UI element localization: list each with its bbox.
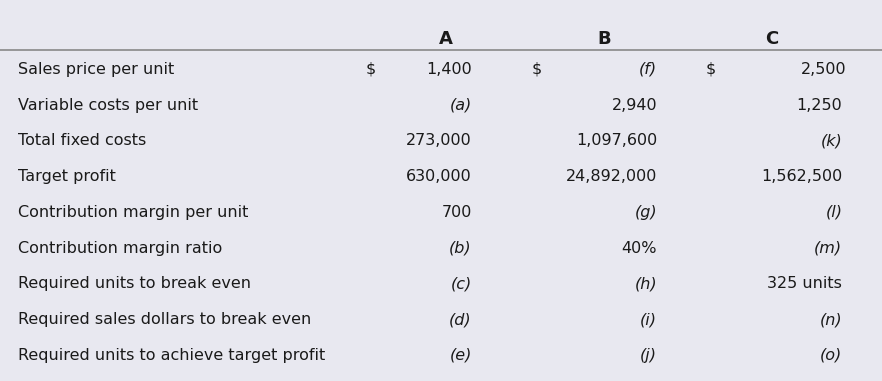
Text: (g): (g) xyxy=(634,205,657,220)
Text: 1,400: 1,400 xyxy=(426,62,472,77)
Text: 2,500: 2,500 xyxy=(801,62,847,77)
Text: 24,892,000: 24,892,000 xyxy=(565,169,657,184)
Text: Contribution margin ratio: Contribution margin ratio xyxy=(18,241,222,256)
Text: 700: 700 xyxy=(442,205,472,220)
Text: 273,000: 273,000 xyxy=(406,133,472,148)
Text: (o): (o) xyxy=(820,348,842,363)
Text: (e): (e) xyxy=(450,348,472,363)
Text: Required sales dollars to break even: Required sales dollars to break even xyxy=(18,312,310,327)
Text: (k): (k) xyxy=(820,133,842,148)
Text: $: $ xyxy=(366,62,377,77)
Text: (d): (d) xyxy=(449,312,472,327)
Text: (l): (l) xyxy=(826,205,842,220)
Text: 630,000: 630,000 xyxy=(406,169,472,184)
Text: Variable costs per unit: Variable costs per unit xyxy=(18,98,198,113)
Text: $: $ xyxy=(532,62,542,77)
Text: (j): (j) xyxy=(640,348,657,363)
Text: (h): (h) xyxy=(634,277,657,291)
Text: 40%: 40% xyxy=(622,241,657,256)
Text: (a): (a) xyxy=(450,98,472,113)
Text: (f): (f) xyxy=(639,62,657,77)
Text: Sales price per unit: Sales price per unit xyxy=(18,62,174,77)
Text: (i): (i) xyxy=(640,312,657,327)
Text: 325 units: 325 units xyxy=(767,277,842,291)
Text: (m): (m) xyxy=(814,241,842,256)
Text: 1,562,500: 1,562,500 xyxy=(761,169,842,184)
Text: (n): (n) xyxy=(819,312,842,327)
Text: (c): (c) xyxy=(451,277,472,291)
Text: Required units to achieve target profit: Required units to achieve target profit xyxy=(18,348,325,363)
Text: 2,940: 2,940 xyxy=(611,98,657,113)
Text: Target profit: Target profit xyxy=(18,169,116,184)
Text: Contribution margin per unit: Contribution margin per unit xyxy=(18,205,248,220)
Text: 1,250: 1,250 xyxy=(796,98,842,113)
Text: 1,097,600: 1,097,600 xyxy=(576,133,657,148)
Text: (b): (b) xyxy=(449,241,472,256)
Text: Total fixed costs: Total fixed costs xyxy=(18,133,146,148)
Text: B: B xyxy=(597,30,611,48)
Text: $: $ xyxy=(706,62,716,77)
Text: A: A xyxy=(438,30,452,48)
Text: C: C xyxy=(765,30,779,48)
Text: Required units to break even: Required units to break even xyxy=(18,277,250,291)
